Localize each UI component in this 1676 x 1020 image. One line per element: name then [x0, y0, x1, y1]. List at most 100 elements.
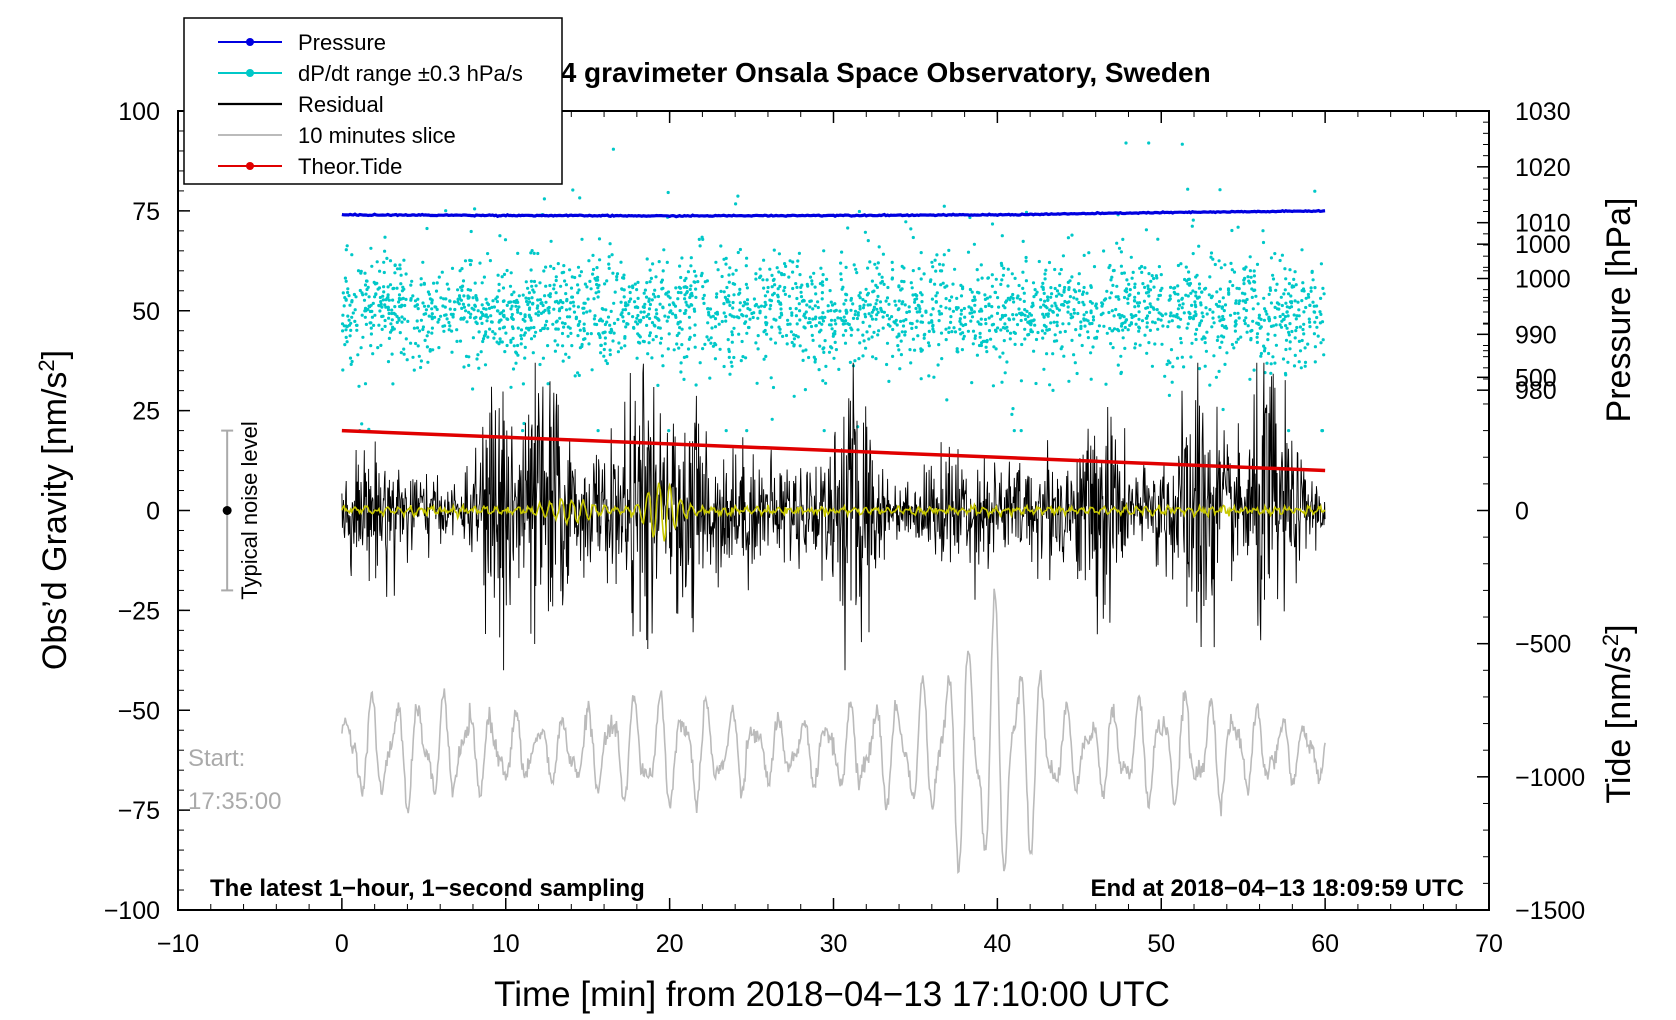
dpdt-point [544, 284, 548, 288]
dpdt-point [661, 269, 665, 273]
dpdt-point [1166, 325, 1170, 329]
dpdt-point [1033, 323, 1037, 327]
dpdt-point [576, 283, 580, 287]
dpdt-point [1145, 316, 1149, 320]
dpdt-point [412, 368, 416, 372]
dpdt-point [483, 363, 488, 367]
dpdt-point [1186, 277, 1190, 282]
dpdt-point [719, 289, 723, 293]
dpdt-point [1054, 304, 1058, 308]
dpdt-point [1180, 306, 1184, 310]
dpdt-point [885, 341, 890, 345]
dpdt-point [474, 294, 478, 298]
dpdt-point [1293, 299, 1297, 303]
dpdt-point [743, 300, 747, 304]
dpdt-point [1129, 313, 1133, 317]
dpdt-point [460, 285, 464, 289]
dpdt-point [1283, 288, 1287, 292]
dpdt-point [427, 314, 431, 318]
dpdt-point [586, 297, 590, 301]
dpdt-point [1271, 355, 1275, 359]
dpdt-point [933, 282, 937, 286]
dpdt-point [869, 314, 873, 318]
dpdt-point [381, 294, 385, 298]
dpdt-point [606, 315, 611, 319]
dpdt-point [955, 296, 959, 300]
dpdt-point [736, 194, 740, 198]
dpdt-point [725, 285, 729, 290]
dpdt-point [1012, 429, 1016, 433]
dpdt-point [656, 294, 661, 299]
dpdt-point [342, 304, 346, 308]
dpdt-point [1181, 302, 1185, 306]
x-tick-label: 0 [335, 930, 349, 958]
dpdt-point [769, 303, 773, 308]
dpdt-point [959, 308, 964, 312]
dpdt-point [1117, 246, 1122, 250]
dpdt-point [996, 326, 1000, 330]
dpdt-point [798, 273, 802, 277]
dpdt-point [667, 303, 672, 307]
dpdt-point [650, 356, 654, 360]
dpdt-point [900, 330, 904, 334]
dpdt-point [1234, 319, 1238, 323]
dpdt-point [568, 326, 572, 330]
dpdt-point [1313, 310, 1317, 314]
dpdt-point [443, 305, 447, 309]
dpdt-point [386, 293, 390, 297]
dpdt-point [401, 285, 405, 289]
dpdt-point [1148, 302, 1152, 306]
dpdt-point [1175, 356, 1180, 360]
dpdt-point [915, 319, 919, 323]
dpdt-point [580, 342, 584, 347]
dpdt-point [990, 284, 995, 288]
dpdt-point [734, 268, 738, 272]
dpdt-point [578, 319, 582, 324]
dpdt-point [1271, 273, 1275, 277]
dpdt-point [343, 296, 347, 300]
dpdt-point [948, 299, 952, 303]
dpdt-point [528, 306, 532, 310]
dpdt-point [941, 281, 945, 285]
dpdt-point [583, 301, 587, 305]
dpdt-point [1111, 346, 1115, 350]
dpdt-point [1225, 351, 1229, 355]
dpdt-point [945, 398, 949, 402]
dpdt-point [456, 288, 460, 292]
dpdt-point [1085, 291, 1089, 295]
dpdt-point [463, 259, 468, 263]
dpdt-point [1208, 275, 1212, 279]
dpdt-point [1066, 280, 1070, 284]
dpdt-point [592, 297, 596, 301]
dpdt-point [1304, 296, 1308, 300]
dpdt-point [363, 283, 368, 287]
dpdt-point [353, 308, 357, 312]
dpdt-point [620, 287, 624, 291]
dpdt-point [1213, 262, 1217, 267]
dpdt-point [1077, 300, 1081, 305]
dpdt-point [1249, 338, 1253, 342]
dpdt-point [473, 207, 477, 211]
dpdt-point [1222, 335, 1226, 339]
dpdt-point [601, 307, 605, 311]
dpdt-point [756, 334, 760, 338]
dpdt-point [1112, 327, 1117, 331]
dpdt-point [959, 312, 963, 316]
dpdt-point [821, 311, 825, 315]
dpdt-point [688, 287, 692, 291]
dpdt-point [810, 282, 814, 286]
dpdt-point [1224, 324, 1228, 328]
dpdt-point [485, 301, 489, 305]
dpdt-point [1191, 252, 1195, 256]
dpdt-point [546, 344, 550, 348]
dpdt-point [377, 286, 382, 290]
dpdt-point [1256, 302, 1260, 306]
dpdt-point [720, 274, 724, 279]
dpdt-point [785, 342, 789, 346]
dpdt-point [1002, 339, 1006, 343]
dpdt-point [1130, 276, 1134, 280]
dpdt-point [1188, 312, 1192, 316]
dpdt-point [387, 316, 391, 320]
dpdt-point [1115, 327, 1120, 332]
dpdt-point [683, 311, 687, 315]
